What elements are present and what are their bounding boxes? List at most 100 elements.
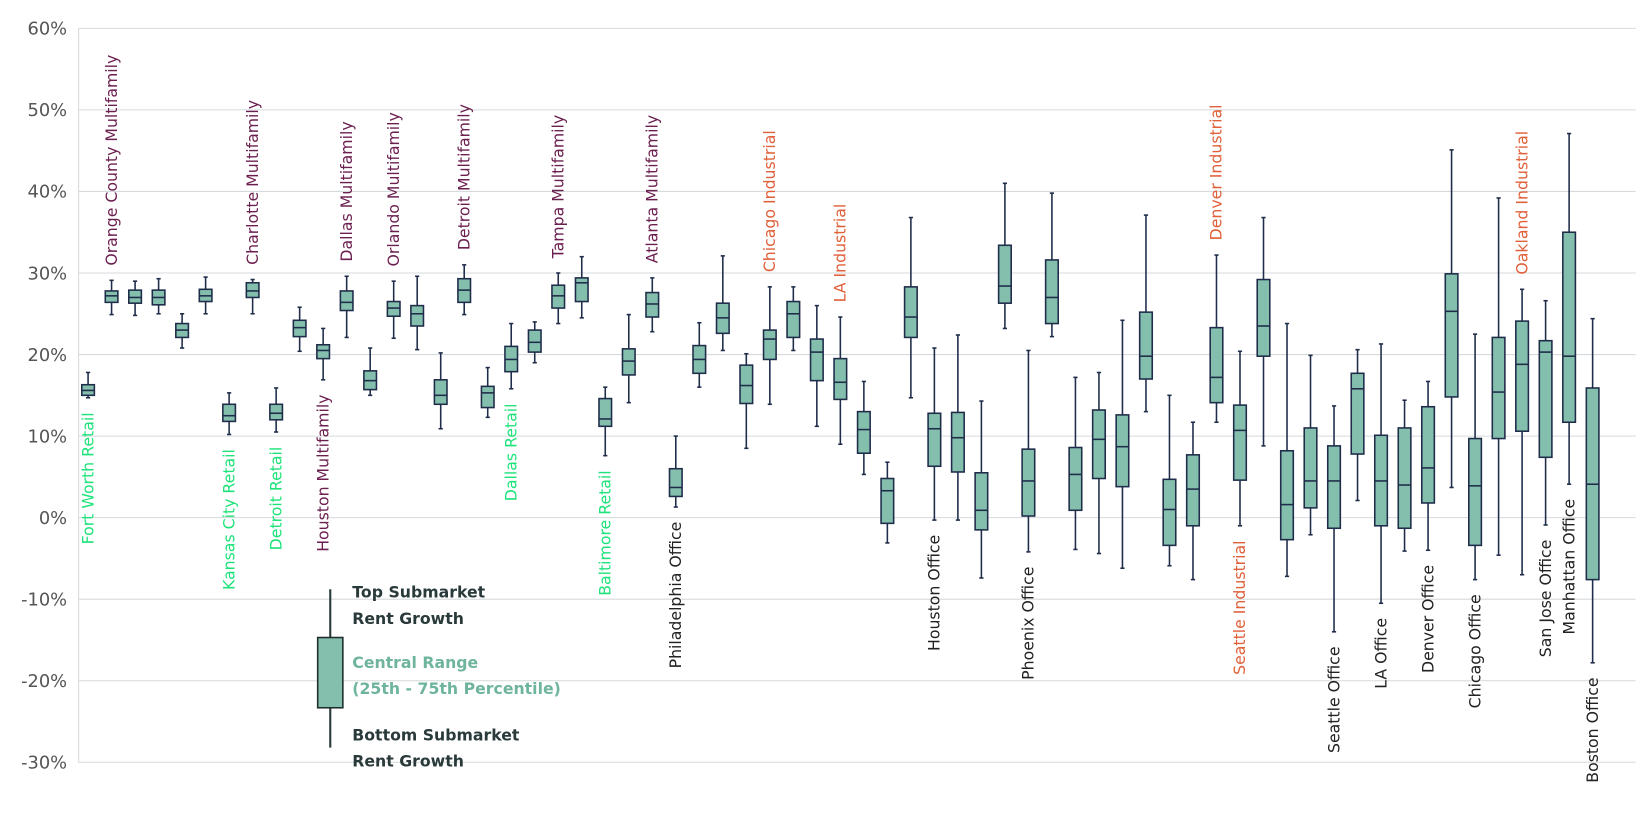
box-label: Phoenix Office	[1019, 567, 1038, 680]
box-34	[880, 461, 895, 544]
iqr-box	[950, 411, 965, 473]
box-12	[363, 347, 378, 397]
box-label: Detroit Retail	[266, 447, 285, 551]
box-48	[1209, 254, 1224, 424]
iqr-box	[1185, 454, 1201, 527]
legend-box	[316, 636, 344, 709]
box-15	[433, 352, 448, 430]
y-tick-label: -30%	[21, 753, 67, 774]
iqr-box	[762, 329, 777, 361]
box-56	[1397, 399, 1412, 552]
iqr-box	[809, 338, 824, 382]
box-16	[457, 264, 472, 316]
iqr-box	[621, 348, 636, 376]
box-label: Manhattan Office	[1559, 499, 1578, 635]
box-label: Tampa Multifamily	[548, 115, 567, 260]
box-24	[645, 277, 660, 333]
box-label: Dallas Multifamily	[337, 121, 356, 261]
y-tick-label: 60%	[28, 19, 68, 40]
iqr-box	[598, 397, 613, 428]
iqr-box	[245, 281, 260, 299]
box-22	[598, 386, 613, 457]
box-label: Fort Worth Retail	[78, 412, 97, 544]
iqr-box	[1350, 372, 1365, 455]
iqr-box	[1444, 273, 1459, 398]
box-1	[104, 279, 119, 316]
box-label: San Jose Office	[1536, 540, 1555, 658]
box-43	[1091, 371, 1107, 555]
iqr-box	[104, 290, 119, 304]
box-39	[997, 182, 1012, 330]
box-27	[715, 255, 730, 352]
box-label: Denver Office	[1418, 565, 1437, 673]
box-32	[833, 316, 848, 446]
box-52	[1303, 354, 1318, 536]
box-36	[927, 347, 942, 521]
box-51	[1279, 322, 1295, 578]
legend-bottom-line1: Bottom Submarket	[352, 725, 520, 744]
iqr-box	[551, 284, 566, 309]
box-label: Seattle Industrial	[1230, 540, 1249, 674]
iqr-box	[1420, 405, 1436, 504]
box-labels: Fort Worth Retail Orange County Multifami…	[78, 55, 1602, 783]
box-49	[1232, 350, 1248, 527]
box-label: Chicago Industrial	[760, 130, 779, 272]
box-55	[1373, 343, 1389, 605]
box-label: Dallas Retail	[501, 403, 520, 501]
iqr-box	[1162, 478, 1177, 547]
box-label: Charlotte Multifamily	[243, 100, 262, 265]
box-9	[292, 306, 307, 353]
y-tick-label: 0%	[39, 508, 67, 529]
box-label: LA Office	[1371, 618, 1390, 689]
iqr-box	[1515, 320, 1530, 432]
box-33	[856, 380, 871, 476]
box-label: Baltimore Retail	[596, 470, 615, 595]
box-label: Seattle Office	[1324, 646, 1343, 753]
box-46	[1162, 394, 1177, 567]
iqr-box	[386, 300, 401, 318]
y-tick-label: -20%	[21, 671, 67, 692]
iqr-box	[128, 289, 143, 304]
iqr-box	[433, 379, 448, 406]
legend-mid-line1: Central Range	[352, 653, 478, 672]
iqr-box	[645, 291, 660, 318]
box-63	[1562, 132, 1577, 485]
box-17	[480, 366, 495, 419]
box-60	[1491, 197, 1506, 556]
box-64	[1585, 317, 1600, 664]
y-tick-label: 40%	[28, 182, 68, 203]
box-61	[1515, 288, 1530, 576]
iqr-box	[739, 364, 754, 405]
iqr-box	[222, 403, 237, 423]
box-31	[809, 304, 824, 428]
iqr-box	[292, 319, 307, 338]
iqr-box	[1326, 445, 1342, 530]
box-label: LA Industrial	[831, 204, 850, 303]
box-label: Philadelphia Office	[666, 522, 685, 669]
iqr-box	[1091, 409, 1107, 480]
iqr-box	[1021, 448, 1036, 517]
iqr-box	[480, 385, 495, 409]
iqr-box	[1279, 449, 1295, 541]
box-label: Kansas City Retail	[219, 449, 238, 590]
iqr-box	[927, 412, 942, 468]
iqr-box	[903, 286, 918, 339]
iqr-box	[1209, 326, 1224, 404]
legend-top-line1: Top Submarket	[352, 583, 485, 602]
iqr-box	[880, 477, 895, 525]
iqr-box	[786, 300, 801, 339]
box-21	[574, 255, 589, 319]
box-label: Boston Office	[1583, 677, 1602, 782]
iqr-box	[339, 290, 354, 312]
box-5	[198, 276, 213, 315]
box-59	[1468, 333, 1483, 581]
legend-mid-line2: (25th - 75th Percentile)	[352, 679, 561, 698]
box-20	[551, 272, 566, 325]
iqr-box	[1468, 437, 1483, 547]
box-19	[527, 321, 542, 364]
iqr-box	[269, 403, 284, 421]
iqr-box	[1115, 414, 1130, 488]
box-30	[786, 286, 801, 352]
box-45	[1138, 214, 1154, 413]
